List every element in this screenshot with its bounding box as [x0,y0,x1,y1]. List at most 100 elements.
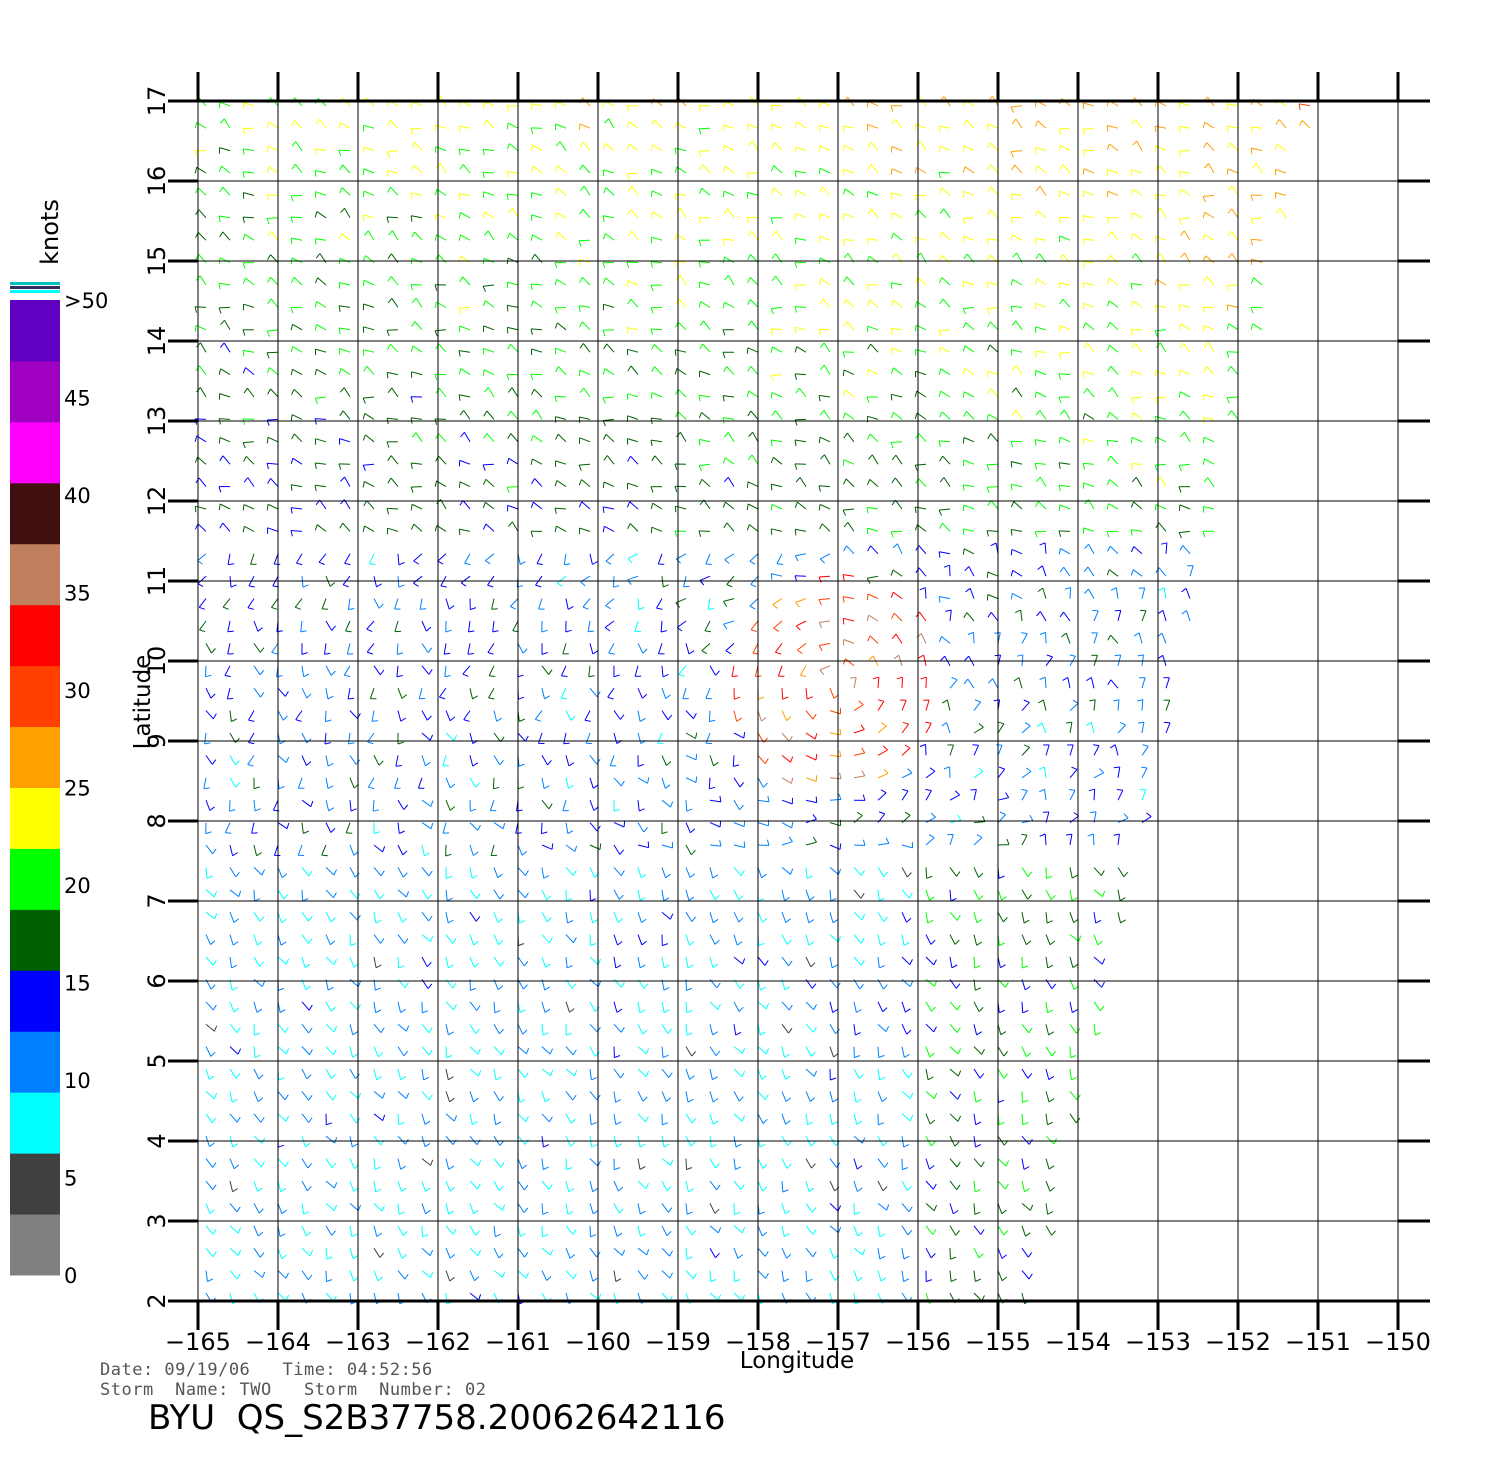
wind-vector [397,844,404,856]
wind-vector [342,522,351,532]
wind-barb [530,328,533,335]
wind-barb [398,965,405,969]
wind-vector [291,257,303,264]
wind-vector [992,678,999,689]
wind-barb [786,1253,792,1259]
wind-barb [449,1276,455,1282]
wind-vector [1036,391,1047,398]
wind-vector [613,822,625,828]
wind-barb [247,607,254,610]
wind-vector [565,1091,574,1101]
wind-barb [843,276,848,283]
wind-barb [1001,896,1007,901]
wind-vector [943,208,951,219]
wind-vector [267,462,279,465]
wind-barb [962,345,966,352]
wind-barb [987,321,991,328]
wind-barb [333,1204,338,1211]
wind-vector [246,387,255,398]
wind-vector [253,956,261,967]
wind-barb [938,277,943,284]
wind-barb [536,563,543,565]
wind-vector [371,710,375,722]
wind-barb [262,1271,266,1278]
wind-barb [741,1070,746,1077]
wind-vector [795,237,807,241]
wind-vector [605,143,615,151]
wind-vector [578,463,591,466]
wind-barb [842,412,846,419]
grid-lines [197,100,1399,1302]
wind-vector [1183,432,1191,443]
wind-vector [1231,208,1239,219]
wind-vector [1183,343,1191,353]
wind-vector [987,281,999,286]
wind-barb [602,143,607,150]
wind-vector [1010,150,1023,153]
wind-vector [973,1046,983,1055]
wind-vector [942,455,951,465]
wind-barb [602,330,606,337]
wind-barb [530,234,533,241]
wind-barb [307,938,313,944]
wind-vector [1117,817,1129,824]
wind-barb [1275,119,1280,125]
wind-barb [210,940,216,945]
wind-vector [637,800,640,812]
colorbar-tick-label: 10 [64,1069,91,1093]
wind-vector [579,369,591,376]
wind-barb [1179,342,1184,349]
wind-vector [805,1158,812,1169]
wind-vector [1158,522,1167,532]
wind-barb [1107,455,1112,462]
wind-vector [536,553,543,564]
wind-barb [641,940,647,946]
wind-barb [843,321,848,327]
wind-vector [652,211,663,219]
wind-vector [651,392,663,398]
wind-barb [800,674,807,678]
wind-vector [435,213,447,219]
wind-barb [209,1075,215,1080]
wind-barb [572,870,577,876]
wind-vector [1092,833,1095,846]
wind-vector [507,326,519,331]
wind-vector [781,912,787,923]
wind-barb [669,1272,673,1279]
wind-vector [483,257,495,264]
wind-vector [1093,956,1103,965]
wind-barb [746,347,749,354]
wind-vector [541,1024,544,1036]
x-tick-label: −162 [405,1328,471,1356]
wind-vector [973,837,983,846]
wind-vector [805,1023,814,1033]
wind-vector [469,1135,478,1146]
wind-vector [349,1091,359,1099]
product-title: BYU QS_S2B37758.20062642116 [148,1398,726,1438]
wind-barb [1014,609,1021,614]
wind-vector [493,1247,500,1259]
wind-barb [234,760,240,766]
wind-vector [301,1091,310,1101]
wind-barb [647,777,650,784]
wind-vector [877,701,885,711]
wind-vector [325,822,332,833]
wind-vector [325,1225,333,1236]
wind-barb [1003,1230,1009,1236]
wind-barb [355,1073,360,1079]
wind-vector [1141,746,1149,756]
wind-barb [734,1211,741,1215]
wind-barb [350,943,357,947]
wind-barb [1061,632,1067,638]
wind-vector [1013,501,1023,510]
wind-vector [963,235,975,241]
wind-barb [379,1252,385,1258]
wind-vector [1107,169,1119,174]
wind-barb [448,1210,454,1215]
wind-vector [1021,702,1030,711]
wind-vector [1117,654,1122,666]
wind-vector [1043,766,1047,778]
wind-vector [1117,790,1124,801]
wind-barb [1065,721,1072,724]
wind-barb [930,1253,936,1259]
